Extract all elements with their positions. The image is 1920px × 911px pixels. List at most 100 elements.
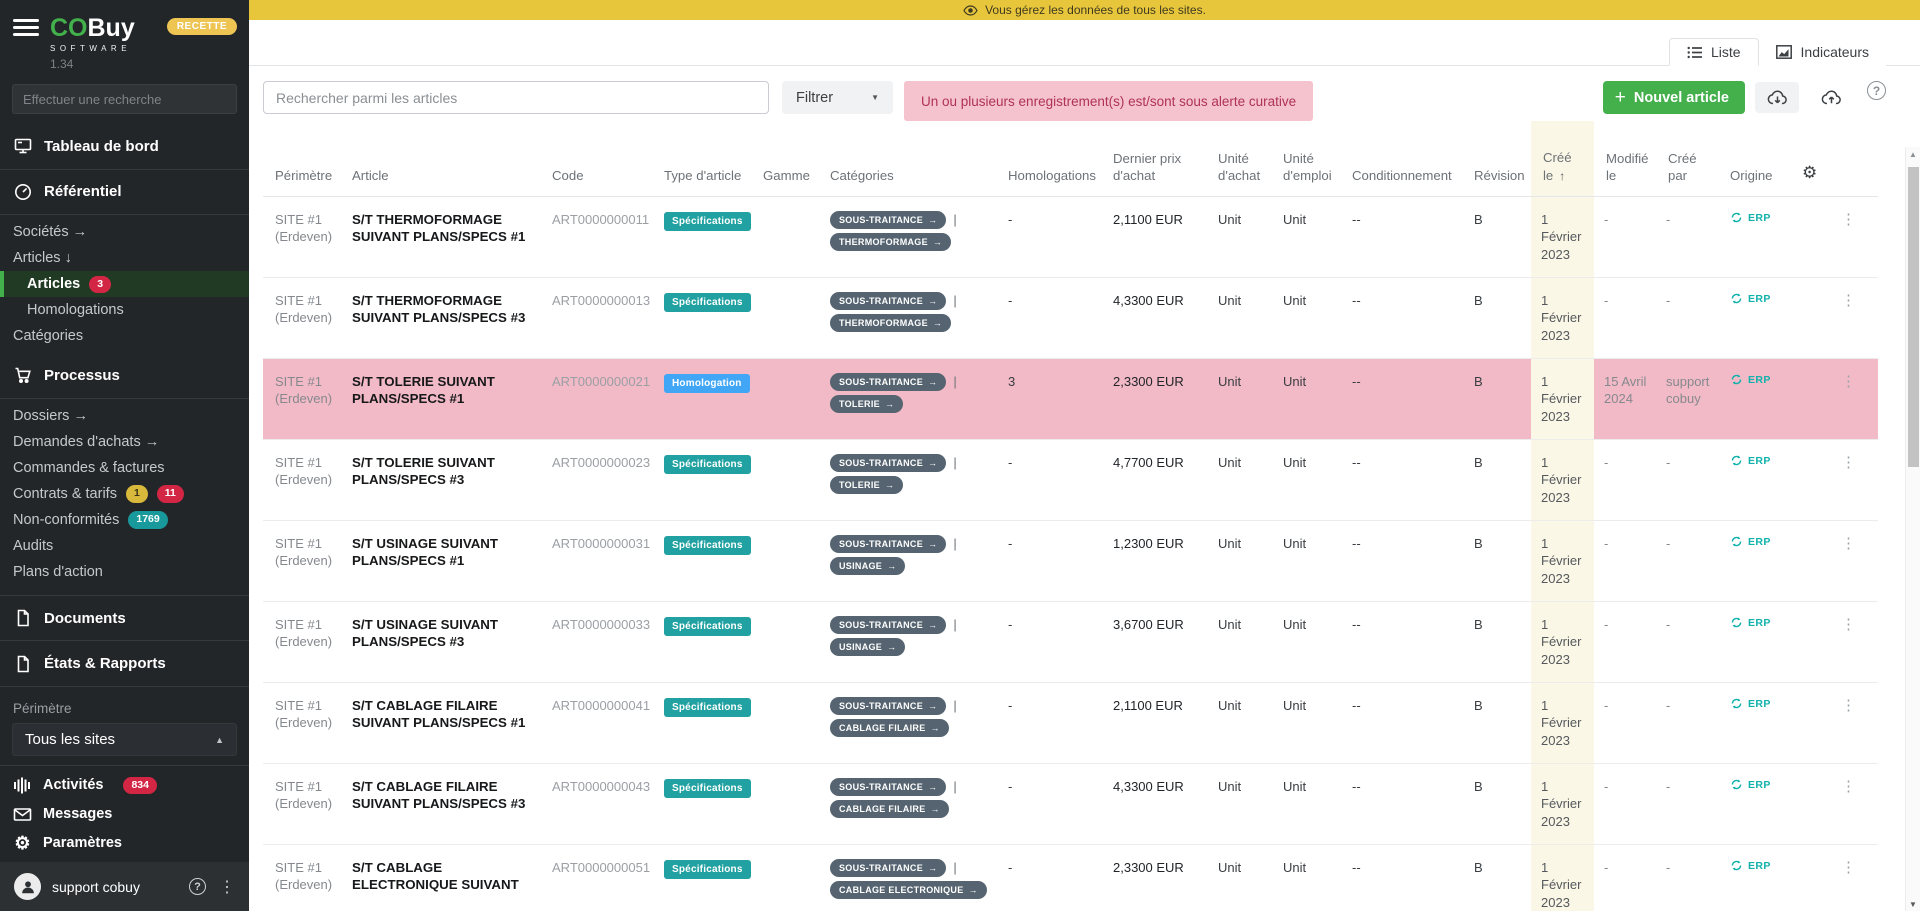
sidebar-item-parametres[interactable]: ⚙ Paramètres: [14, 832, 122, 853]
origin-link[interactable]: ERP: [1730, 778, 1771, 792]
table-row[interactable]: SITE #1 (Erdeven) S/T CABLAGE FILAIRE SU…: [263, 763, 1878, 845]
column-header-article[interactable]: Article: [340, 121, 540, 197]
table-row[interactable]: SITE #1 (Erdeven) S/T CABLAGE FILAIRE SU…: [263, 682, 1878, 764]
sidebar-item-demandes-achats[interactable]: Demandes d'achats →: [13, 433, 160, 450]
column-header-dernier-prix[interactable]: Dernier prix d'achat: [1101, 121, 1206, 197]
table-row[interactable]: SITE #1 (Erdeven) S/T TOLERIE SUIVANT PL…: [263, 358, 1878, 440]
sidebar-item-categories[interactable]: Catégories: [13, 328, 84, 345]
row-menu-button[interactable]: ⋮: [1841, 291, 1856, 309]
row-menu-button[interactable]: ⋮: [1841, 372, 1856, 390]
vertical-scrollbar[interactable]: ▲ ▼: [1905, 147, 1920, 911]
site-selector[interactable]: Tous les sites ▲: [12, 723, 237, 756]
sidebar-item-documents[interactable]: Documents: [0, 600, 249, 637]
table-row[interactable]: SITE #1 (Erdeven) S/T THERMOFORMAGE SUIV…: [263, 196, 1878, 278]
category-tag[interactable]: CABLAGE FILAIRE →: [830, 799, 949, 818]
column-header-gamme[interactable]: Gamme: [751, 121, 818, 197]
sidebar-item-homologations[interactable]: Homologations: [27, 302, 124, 319]
sidebar-item-articles[interactable]: Articles 3: [0, 271, 249, 298]
row-menu-button[interactable]: ⋮: [1841, 696, 1856, 714]
table-row[interactable]: SITE #1 (Erdeven) S/T THERMOFORMAGE SUIV…: [263, 277, 1878, 359]
category-tag[interactable]: TOLERIE →: [830, 394, 904, 413]
column-header-code[interactable]: Code: [540, 121, 652, 197]
hamburger-menu-icon[interactable]: [13, 19, 39, 40]
sidebar-item-non-conformites[interactable]: Non-conformités 1769: [0, 507, 249, 533]
row-menu-button[interactable]: ⋮: [1841, 858, 1856, 876]
sidebar-item-dossiers[interactable]: Dossiers →: [13, 407, 88, 424]
category-tag[interactable]: USINAGE →: [830, 637, 906, 656]
help-button[interactable]: ?: [1867, 81, 1886, 100]
column-header-perimetre[interactable]: Périmètre: [263, 121, 340, 197]
help-icon[interactable]: ?: [189, 878, 206, 895]
sidebar-item-articles-group[interactable]: Articles ↓: [13, 250, 72, 267]
sidebar-item-plans-action[interactable]: Plans d'action: [13, 564, 103, 580]
sidebar-item-societes[interactable]: Sociétés →: [13, 224, 88, 241]
category-tag[interactable]: SOUS-TRAITANCE →: [830, 777, 947, 796]
column-header-type[interactable]: Type d'article: [652, 121, 751, 197]
sidebar-item-processus[interactable]: Processus: [0, 357, 249, 394]
origin-link[interactable]: ERP: [1730, 859, 1771, 873]
column-header-unite-emploi[interactable]: Unité d'emploi: [1271, 121, 1340, 197]
row-menu-button[interactable]: ⋮: [1841, 615, 1856, 633]
category-tag[interactable]: THERMOFORMAGE →: [830, 232, 952, 251]
row-menu-button[interactable]: ⋮: [1841, 534, 1856, 552]
sidebar-item-messages[interactable]: Messages: [0, 800, 249, 829]
sidebar-search-input[interactable]: [12, 84, 237, 114]
new-article-button[interactable]: + Nouvel article: [1602, 81, 1745, 114]
kebab-menu-icon[interactable]: ⋮: [219, 878, 235, 896]
column-header-cree-par[interactable]: Créé par: [1656, 121, 1718, 197]
scrollbar-down-icon[interactable]: ▼: [1909, 900, 1917, 909]
column-header-unite-achat[interactable]: Unité d'achat: [1206, 121, 1271, 197]
sidebar-item-etats-rapports[interactable]: États & Rapports: [0, 645, 249, 682]
category-tag[interactable]: SOUS-TRAITANCE →: [830, 615, 947, 634]
origin-link[interactable]: ERP: [1730, 292, 1771, 306]
row-menu-button[interactable]: ⋮: [1841, 210, 1856, 228]
search-input[interactable]: [263, 81, 769, 114]
origin-link[interactable]: ERP: [1730, 454, 1771, 468]
origin-link[interactable]: ERP: [1730, 211, 1771, 225]
export-button[interactable]: [1809, 82, 1853, 113]
category-tag[interactable]: SOUS-TRAITANCE →: [830, 696, 947, 715]
tab-indicateurs[interactable]: Indicateurs: [1758, 38, 1886, 66]
scrollbar-thumb[interactable]: [1908, 167, 1919, 467]
category-tag[interactable]: SOUS-TRAITANCE →: [830, 291, 947, 310]
category-tag[interactable]: SOUS-TRAITANCE →: [830, 210, 947, 229]
category-tag[interactable]: USINAGE →: [830, 556, 906, 575]
import-button[interactable]: [1755, 82, 1799, 113]
sidebar-item-referentiel[interactable]: Référentiel: [0, 174, 249, 211]
column-header-conditionnement[interactable]: Conditionnement: [1340, 121, 1462, 197]
column-header-homologations[interactable]: Homologations: [996, 121, 1101, 197]
filter-button[interactable]: Filtrer ▼: [782, 81, 893, 114]
origin-link[interactable]: ERP: [1730, 535, 1771, 549]
origin-link[interactable]: ERP: [1730, 697, 1771, 711]
sort-asc-icon[interactable]: ↑: [1559, 168, 1566, 183]
sidebar-item-dashboard[interactable]: Tableau de bord: [0, 128, 249, 165]
table-row[interactable]: SITE #1 (Erdeven) S/T CABLAGE ELECTRONIQ…: [263, 844, 1878, 911]
table-row[interactable]: SITE #1 (Erdeven) S/T USINAGE SUIVANT PL…: [263, 520, 1878, 602]
column-header-categories[interactable]: Catégories: [818, 121, 996, 197]
column-settings-icon[interactable]: ⚙: [1802, 163, 1818, 183]
column-header-origine[interactable]: Origine: [1718, 121, 1790, 197]
column-header-revision[interactable]: Révision: [1462, 121, 1531, 197]
category-tag[interactable]: CABLAGE ELECTRONIQUE →: [830, 880, 987, 899]
row-menu-button[interactable]: ⋮: [1841, 777, 1856, 795]
sidebar-item-audits[interactable]: Audits: [13, 537, 54, 554]
category-tag[interactable]: THERMOFORMAGE →: [830, 313, 952, 332]
sidebar-item-commandes-factures[interactable]: Commandes & factures: [13, 459, 165, 476]
category-tag[interactable]: CABLAGE FILAIRE →: [830, 718, 949, 737]
column-header-modifie-le[interactable]: Modifié le: [1594, 121, 1656, 197]
column-header-cree-le[interactable]: Créé le ↑: [1531, 121, 1594, 197]
table-row[interactable]: SITE #1 (Erdeven) S/T TOLERIE SUIVANT PL…: [263, 439, 1878, 521]
table-row[interactable]: SITE #1 (Erdeven) S/T USINAGE SUIVANT PL…: [263, 601, 1878, 683]
category-tag[interactable]: SOUS-TRAITANCE →: [830, 858, 947, 877]
category-tag[interactable]: SOUS-TRAITANCE →: [830, 372, 947, 391]
scrollbar-up-icon[interactable]: ▲: [1909, 150, 1917, 159]
sidebar-item-contrats-tarifs[interactable]: Contrats & tarifs 1 11: [0, 481, 249, 507]
category-tag[interactable]: SOUS-TRAITANCE →: [830, 534, 947, 553]
category-tag[interactable]: SOUS-TRAITANCE →: [830, 453, 947, 472]
tab-liste[interactable]: Liste: [1668, 38, 1759, 66]
category-tag[interactable]: TOLERIE →: [830, 475, 904, 494]
avatar[interactable]: [14, 873, 41, 900]
origin-link[interactable]: ERP: [1730, 616, 1771, 630]
row-menu-button[interactable]: ⋮: [1841, 453, 1856, 471]
origin-link[interactable]: ERP: [1730, 373, 1771, 387]
